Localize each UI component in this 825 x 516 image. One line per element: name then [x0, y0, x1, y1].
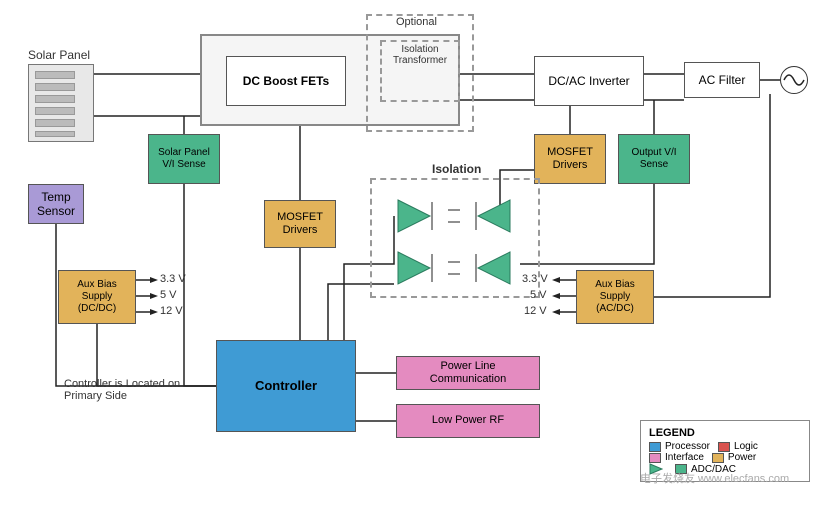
- legend-power: Power: [712, 452, 756, 463]
- controller-block: Controller: [216, 340, 356, 432]
- volt-ac-33: 3.3 V: [522, 273, 548, 285]
- legend-interface: Interface: [649, 452, 704, 463]
- solar-panel-graphic: [28, 64, 94, 142]
- output-vi-sense-block: Output V/I Sense: [618, 134, 690, 184]
- diagram-canvas: Solar Panel Temp Sensor DC Boost FETs Op…: [0, 0, 825, 516]
- isolation-label: Isolation: [432, 162, 481, 176]
- volt-ac-12: 12 V: [524, 305, 547, 317]
- ac-source-symbol: [780, 66, 808, 94]
- aux-bias-dc-block: Aux Bias Supply (DC/DC): [58, 270, 136, 324]
- watermark-text: 电子发烧友 www.elecfans.com: [640, 470, 789, 486]
- optional-label: Optional: [396, 16, 437, 28]
- legend-processor: Processor: [649, 441, 710, 452]
- legend-logic: Logic: [718, 441, 758, 452]
- controller-note: Controller is Located on Primary Side: [64, 378, 194, 402]
- solar-vi-sense-block: Solar Panel V/I Sense: [148, 134, 220, 184]
- legend-interface-label: Interface: [665, 452, 704, 463]
- isolation-box: [370, 178, 540, 298]
- legend-power-label: Power: [728, 452, 756, 463]
- legend-processor-label: Processor: [665, 441, 710, 452]
- mosfet-drivers-right-block: MOSFET Drivers: [534, 134, 606, 184]
- volt-dc-5: 5 V: [160, 289, 177, 301]
- rf-block: Low Power RF: [396, 404, 540, 438]
- ac-filter-block: AC Filter: [684, 62, 760, 98]
- temp-sensor-block: Temp Sensor: [28, 184, 84, 224]
- legend-logic-label: Logic: [734, 441, 758, 452]
- solar-panel-label: Solar Panel: [28, 48, 90, 62]
- legend-title: LEGEND: [649, 427, 801, 439]
- dc-boost-block: DC Boost FETs: [226, 56, 346, 106]
- mosfet-drivers-left-block: MOSFET Drivers: [264, 200, 336, 248]
- dcac-inverter-block: DC/AC Inverter: [534, 56, 644, 106]
- iso-transformer-label: Isolation Transformer: [384, 44, 456, 66]
- volt-dc-12: 12 V: [160, 305, 183, 317]
- volt-dc-33: 3.3 V: [160, 273, 186, 285]
- plc-block: Power Line Communication: [396, 356, 540, 390]
- aux-bias-ac-block: Aux Bias Supply (AC/DC): [576, 270, 654, 324]
- volt-ac-5: 5 V: [530, 289, 547, 301]
